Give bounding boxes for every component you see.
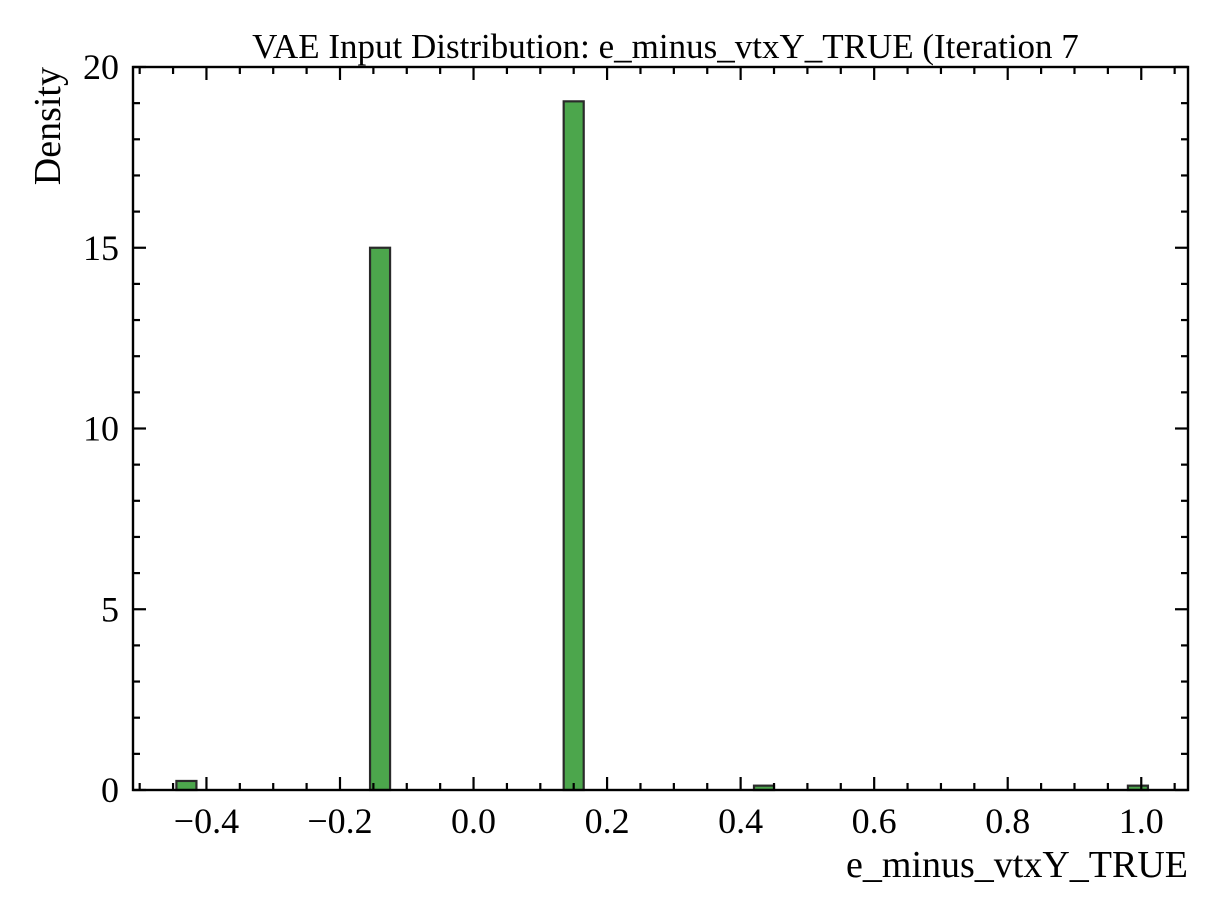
ticks-layer: [133, 65, 1188, 792]
x-tick-label: 0.2: [585, 801, 630, 841]
histogram-bar: [368, 246, 392, 792]
x-tick-label: −0.4: [174, 801, 239, 841]
y-tick-label: 5: [101, 589, 119, 629]
x-tick-label: 1.0: [1119, 801, 1164, 841]
plot-frame: [131, 65, 1190, 792]
x-tick-label: 0.6: [852, 801, 897, 841]
y-tick-label: 20: [83, 47, 119, 87]
chart-title: VAE Input Distribution: e_minus_vtxY_TRU…: [252, 27, 1079, 66]
histogram-bar: [175, 779, 198, 792]
x-tick-label: 0.0: [451, 801, 496, 841]
x-tick-label: −0.2: [307, 801, 372, 841]
x-tick-label: 0.4: [718, 801, 763, 841]
bars-layer: [175, 100, 1150, 792]
y-axis-label: Density: [27, 67, 69, 185]
x-axis-label: e_minus_vtxY_TRUE: [846, 844, 1188, 886]
labels-layer: −0.4 −0.2 0.0 0.2 0.4 0.6 0.8 1.0 0 5 10 15 20: [83, 47, 1164, 841]
y-tick-label: 10: [83, 409, 119, 449]
histogram-bar: [562, 100, 585, 792]
x-tick-label: 0.8: [985, 801, 1030, 841]
y-tick-label: 0: [101, 770, 119, 810]
y-tick-label: 15: [83, 228, 119, 268]
